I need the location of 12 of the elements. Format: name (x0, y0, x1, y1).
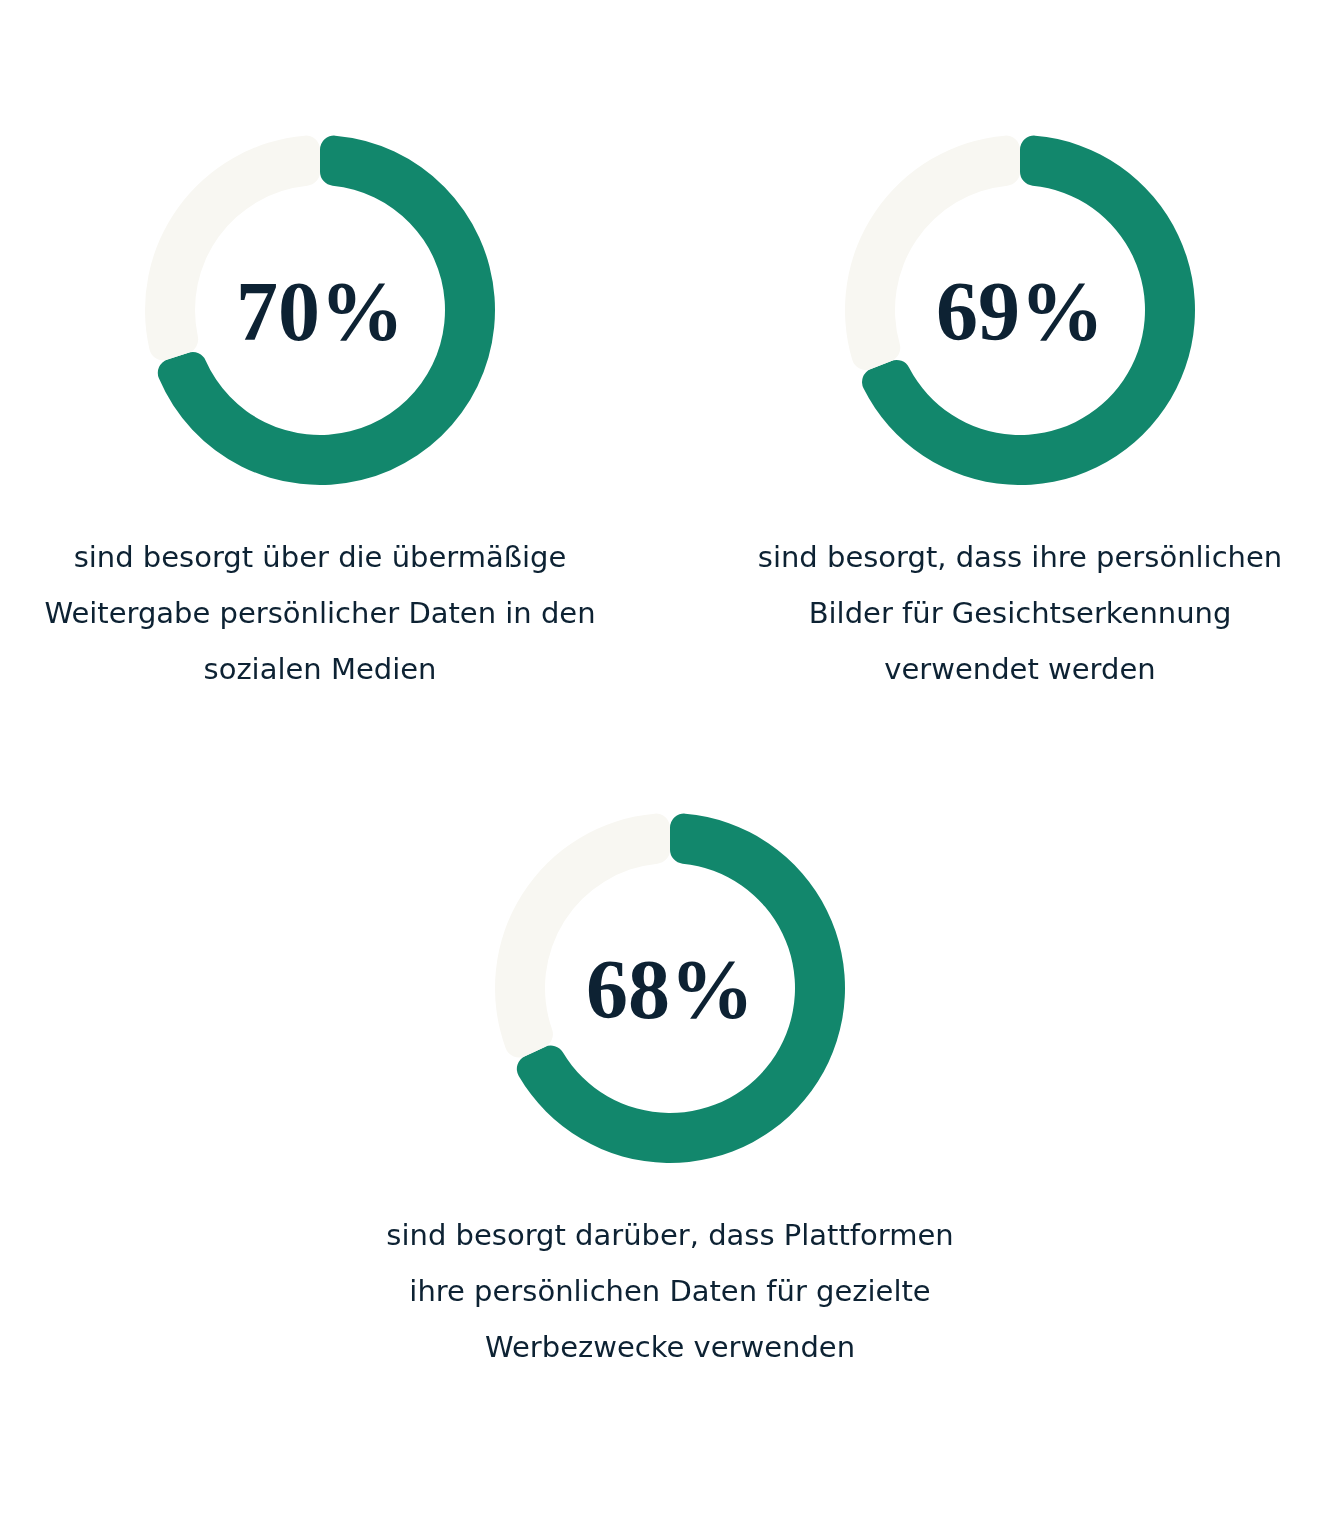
text: ihre persönlichen Daten für gezielte (409, 1274, 931, 1308)
text: Werbezwecke verwenden (484, 1330, 856, 1364)
text: Bilder für Gesichtserkennung (808, 596, 1232, 630)
text: Weitergabe persönlicher Daten in den (44, 596, 596, 630)
text: sind besorgt über die übermäßige (73, 540, 567, 574)
data-label: 70% (236, 265, 404, 358)
text: sozialen Medien (203, 652, 437, 686)
text: verwendet werden (884, 652, 1156, 686)
text: sind besorgt, dass ihre persönlichen (757, 540, 1283, 574)
data-label: 69% (936, 265, 1104, 358)
text: sind besorgt darüber, dass Plattformen (386, 1218, 954, 1252)
data-label: 68% (586, 943, 754, 1036)
